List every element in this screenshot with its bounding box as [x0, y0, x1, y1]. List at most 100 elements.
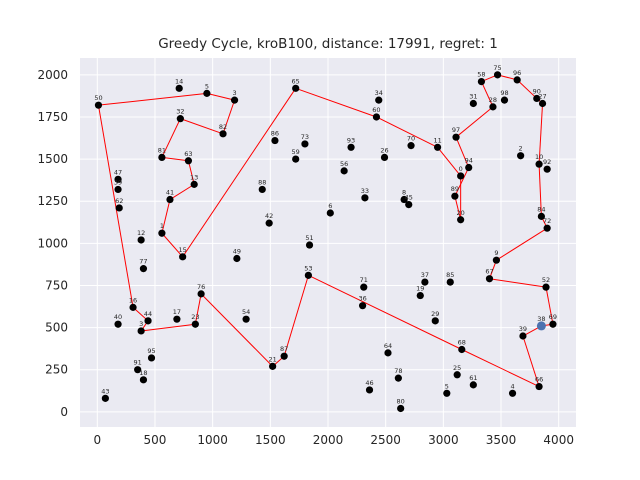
city-label: 11 [433, 136, 441, 144]
city-point [407, 142, 415, 150]
city-point [230, 96, 239, 104]
cycle-edge [222, 99, 236, 134]
city-point [271, 136, 279, 145]
y-tick-label: 1250 [37, 194, 68, 208]
city-point [258, 185, 266, 194]
city-point [543, 224, 551, 232]
city-label: 10 [535, 153, 543, 161]
city-label: 59 [292, 148, 300, 156]
city-label: 46 [365, 379, 373, 387]
y-tick-label: 750 [45, 278, 68, 292]
city-label: 13 [190, 173, 198, 181]
city-label: 61 [469, 374, 477, 382]
y-tick-label: 1750 [37, 110, 68, 124]
cycle-edge [496, 227, 548, 261]
city-point [280, 352, 288, 360]
city-point [326, 209, 334, 217]
city-point [453, 371, 461, 379]
x-tick-label: 2500 [370, 433, 401, 447]
city-label: 21 [268, 355, 276, 363]
city-point [191, 320, 199, 328]
city-label: 60 [372, 106, 380, 114]
city-point [144, 317, 152, 325]
cycle-edge [522, 335, 540, 387]
city-point [469, 381, 477, 389]
city-point [452, 133, 460, 141]
city-point [421, 278, 429, 286]
cycle-edge [545, 287, 554, 325]
city-label: 20 [457, 209, 465, 217]
city-label: 25 [453, 364, 461, 372]
city-label: 81 [158, 146, 166, 154]
x-tick-label: 3000 [428, 433, 459, 447]
city-point [458, 345, 466, 354]
city-point [129, 303, 137, 311]
city-label: 26 [380, 146, 388, 154]
city-label: 27 [538, 92, 546, 100]
city-label: 90 [533, 87, 541, 95]
city-point [394, 374, 402, 382]
x-axis-ticks: 0 500 1000 1500 2000 2500 3000 3500 4000 [93, 433, 573, 447]
grid-lines [80, 58, 576, 427]
city-point [543, 165, 551, 173]
city-label: 73 [301, 133, 309, 141]
city-label: 5 [205, 82, 209, 90]
city-point [158, 153, 166, 162]
x-tick-label: 1500 [255, 433, 286, 447]
city-point [179, 253, 187, 261]
city-label: 6 [328, 202, 332, 210]
city-point [400, 195, 408, 204]
y-tick-label: 1000 [37, 236, 68, 250]
city-label: 8 [402, 189, 406, 197]
cycle-edge [516, 79, 538, 99]
cycle-edge [161, 118, 181, 158]
city-label: 89 [451, 185, 459, 193]
city-point [114, 320, 122, 328]
cycle-edge [180, 118, 224, 135]
cycle-edge [187, 160, 195, 185]
city-point [114, 175, 122, 183]
cycle-edge [161, 232, 184, 258]
city-point [372, 113, 381, 121]
city-point [433, 143, 442, 151]
city-point [219, 130, 227, 138]
city-label: 29 [431, 310, 439, 318]
city-label: 15 [179, 246, 187, 254]
city-point [500, 96, 509, 104]
cycle-edge [169, 183, 195, 200]
city-point [535, 382, 543, 391]
city-label: 64 [384, 342, 392, 350]
city-point [347, 143, 355, 151]
cycle-edge [182, 88, 297, 258]
city-point [158, 229, 166, 237]
city-label: 39 [519, 325, 527, 333]
city-label: 71 [360, 276, 368, 284]
city-label: 4 [510, 382, 514, 390]
x-tick-label: 3500 [486, 433, 517, 447]
y-tick-label: 0 [60, 405, 68, 419]
cycle-edge [283, 275, 309, 357]
city-point [489, 103, 497, 111]
city-label: 40 [114, 313, 122, 321]
city-label: 88 [258, 178, 266, 186]
cycle-edge [489, 278, 547, 288]
city-label: 75 [493, 64, 501, 72]
city-label: 62 [115, 197, 123, 205]
x-tick-label: 0 [93, 433, 101, 447]
city-point [175, 84, 183, 92]
city-point [431, 317, 439, 325]
city-label: 66 [535, 376, 543, 384]
city-point [359, 302, 367, 310]
city-point [301, 140, 309, 148]
cycle-edge [376, 116, 438, 148]
cycle-edge [480, 81, 494, 108]
city-point [137, 327, 145, 335]
chart-title: Greedy Cycle, kroB100, distance: 17991, … [158, 36, 498, 52]
city-label: 43 [101, 387, 109, 395]
city-point [134, 366, 142, 374]
city-point [233, 254, 241, 263]
city-point [485, 275, 494, 283]
city-label: 42 [265, 212, 273, 220]
city-label: 53 [304, 264, 312, 272]
